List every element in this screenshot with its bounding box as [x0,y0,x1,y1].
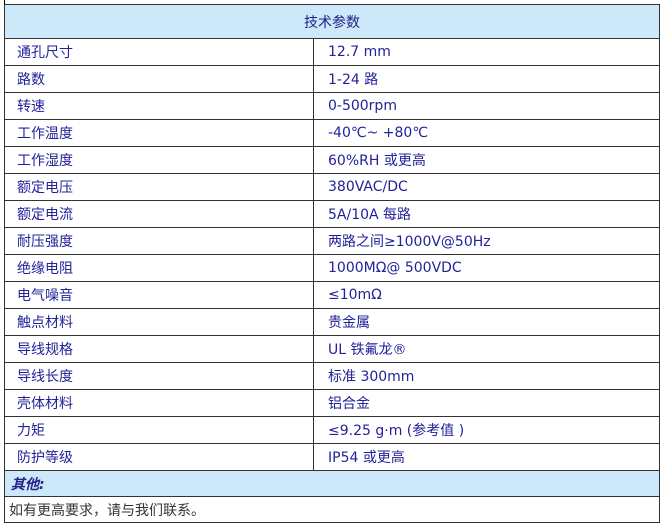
spec-label: 耐压强度 [4,227,314,255]
table-row: 壳体材料 铝合金 [4,389,660,417]
table-row: 触点材料 贵金属 [4,308,660,336]
table-row: 电气噪音 ≤10mΩ [4,281,660,309]
table-row: 力矩 ≤9.25 g·m (参考值 ) [4,416,660,444]
spec-label: 绝缘电阻 [4,254,314,282]
spec-value: 5A/10A 每路 [313,200,660,228]
table-row: 额定电流 5A/10A 每路 [4,200,660,228]
spec-value: 60%RH 或更高 [313,146,660,174]
spec-value: 铝合金 [313,389,660,417]
spec-value: IP54 或更高 [313,443,660,471]
table-header-row: 技术参数 [4,4,660,39]
other-row: 其他: [4,470,660,497]
spec-value: 1000MΩ@ 500VDC [313,254,660,282]
table-title: 技术参数 [4,4,660,39]
spec-label: 电气噪音 [4,281,314,309]
table-row: 转速 0-500rpm [4,92,660,120]
table-row: 防护等级 IP54 或更高 [4,443,660,471]
spec-label: 额定电流 [4,200,314,228]
table-row: 通孔尺寸 12.7 mm [4,38,660,66]
spec-label: 额定电压 [4,173,314,201]
note-row: 如有更高要求，请与我们联系。 [4,496,660,523]
spec-table: 技术参数 通孔尺寸 12.7 mm 路数 1-24 路转速 0-500rpm 工作温度 -4… [4,4,660,523]
table-row: 工作湿度 60%RH 或更高 [4,146,660,174]
spec-value: ≤10mΩ [313,281,660,309]
spec-label: 力矩 [4,416,314,444]
spec-label: 壳体材料 [4,389,314,417]
spec-value: 380VAC/DC [313,173,660,201]
spec-value: 12.7 mm [313,38,660,66]
table-row: 耐压强度 两路之间≥1000V@50Hz [4,227,660,255]
table-row: 绝缘电阻 1000MΩ@ 500VDC [4,254,660,282]
spec-value: 两路之间≥1000V@50Hz [313,227,660,255]
contact-note: 如有更高要求，请与我们联系。 [4,496,660,523]
spec-value: UL 铁氟龙® [313,335,660,363]
spec-value: 1-24 路 [313,65,660,93]
table-row: 工作温度 -40℃~ +80℃ [4,119,660,147]
table-row: 导线规格 UL 铁氟龙® [4,335,660,363]
spec-value: 贵金属 [313,308,660,336]
spec-label: 导线规格 [4,335,314,363]
spec-label: 转速 [4,92,314,120]
spec-label: 工作温度 [4,119,314,147]
spec-value: ≤9.25 g·m (参考值 ) [313,416,660,444]
spec-label: 防护等级 [4,443,314,471]
corner-mark [0,0,5,4]
table-row: 额定电压 380VAC/DC [4,173,660,201]
spec-label: 路数 [4,65,314,93]
table-row: 导线长度 标准 300mm [4,362,660,390]
spec-value: 0-500rpm [313,92,660,120]
spec-label: 导线长度 [4,362,314,390]
spec-value: 标准 300mm [313,362,660,390]
other-label: 其他: [4,470,660,497]
spec-value: -40℃~ +80℃ [313,119,660,147]
spec-label: 通孔尺寸 [4,38,314,66]
spec-label: 工作湿度 [4,146,314,174]
spec-label: 触点材料 [4,308,314,336]
table-row: 路数 1-24 路 [4,65,660,93]
